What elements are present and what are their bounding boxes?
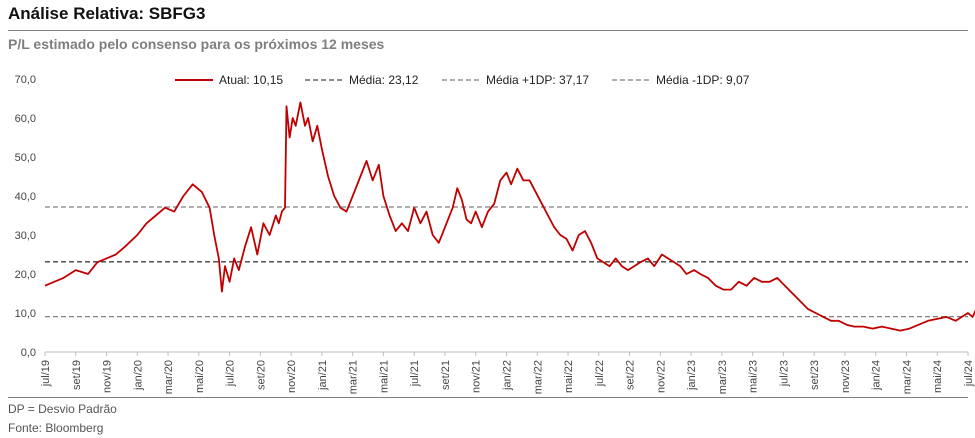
footer-divider bbox=[8, 397, 968, 398]
x-tick-label: mar/23 bbox=[717, 360, 729, 394]
x-tick-label: mai/24 bbox=[932, 360, 944, 393]
legend-label-2: Média +1DP: 37,17 bbox=[486, 73, 589, 87]
source-note: Fonte: Bloomberg bbox=[8, 421, 104, 435]
x-tick-label: mai/23 bbox=[748, 360, 760, 393]
footnote-dp: DP = Desvio Padrão bbox=[8, 402, 117, 416]
x-tick-label: mai/22 bbox=[563, 360, 575, 393]
x-tick-label: jan/20 bbox=[132, 360, 144, 391]
x-tick-label: nov/23 bbox=[840, 360, 852, 393]
y-tick-label: 0,0 bbox=[21, 347, 36, 359]
legend-label-3: Média -1DP: 9,07 bbox=[656, 73, 750, 87]
x-tick-label: jul/23 bbox=[778, 360, 790, 387]
x-tick-label: jul/19 bbox=[40, 360, 52, 387]
x-tick-label: mar/24 bbox=[901, 360, 913, 394]
legend-label-1: Média: 23,12 bbox=[349, 73, 419, 87]
x-tick-label: jan/21 bbox=[317, 360, 329, 391]
y-tick-label: 30,0 bbox=[15, 230, 36, 242]
x-tick-label: jul/21 bbox=[409, 360, 421, 387]
x-tick-label: set/19 bbox=[71, 360, 83, 390]
x-tick-label: set/21 bbox=[440, 360, 452, 390]
chart-title: Análise Relativa: SBFG3 bbox=[8, 4, 206, 23]
x-tick-label: mar/21 bbox=[348, 360, 360, 394]
x-tick-label: nov/19 bbox=[102, 360, 114, 393]
x-tick-label: nov/21 bbox=[471, 360, 483, 393]
x-tick-label: jul/22 bbox=[594, 360, 606, 387]
x-tick-label: mai/21 bbox=[378, 360, 390, 393]
x-tick-label: set/22 bbox=[625, 360, 637, 390]
chart-subtitle: P/L estimado pelo consenso para os próxi… bbox=[8, 36, 385, 52]
x-tick-label: jan/22 bbox=[502, 360, 514, 391]
x-tick-label: mar/20 bbox=[163, 360, 175, 394]
x-tick-label: jul/24 bbox=[963, 360, 975, 387]
x-tick-label: set/20 bbox=[255, 360, 267, 390]
title-divider bbox=[8, 30, 968, 31]
legend-label-0: Atual: 10,15 bbox=[219, 73, 283, 87]
x-tick-label: mai/20 bbox=[194, 360, 206, 393]
y-tick-label: 10,0 bbox=[15, 308, 36, 320]
y-tick-label: 50,0 bbox=[15, 152, 36, 164]
pe-line-chart: 0,0 10,0 20,0 30,0 40,0 50,0 60,0 70,0 jul/19 set… bbox=[15, 73, 975, 394]
y-tick-label: 70,0 bbox=[15, 74, 36, 86]
x-tick-label: nov/20 bbox=[286, 360, 298, 393]
x-tick-label: mar/22 bbox=[532, 360, 544, 394]
x-tick-label: jan/23 bbox=[686, 360, 698, 391]
y-tick-label: 20,0 bbox=[15, 269, 36, 281]
y-tick-label: 40,0 bbox=[15, 191, 36, 203]
x-tick-label: set/23 bbox=[809, 360, 821, 390]
y-tick-label: 60,0 bbox=[15, 113, 36, 125]
x-tick-label: jan/24 bbox=[871, 360, 883, 391]
x-tick-label: nov/22 bbox=[655, 360, 667, 393]
x-tick-label: jul/20 bbox=[225, 360, 237, 387]
pe-series-line bbox=[44, 101, 975, 332]
